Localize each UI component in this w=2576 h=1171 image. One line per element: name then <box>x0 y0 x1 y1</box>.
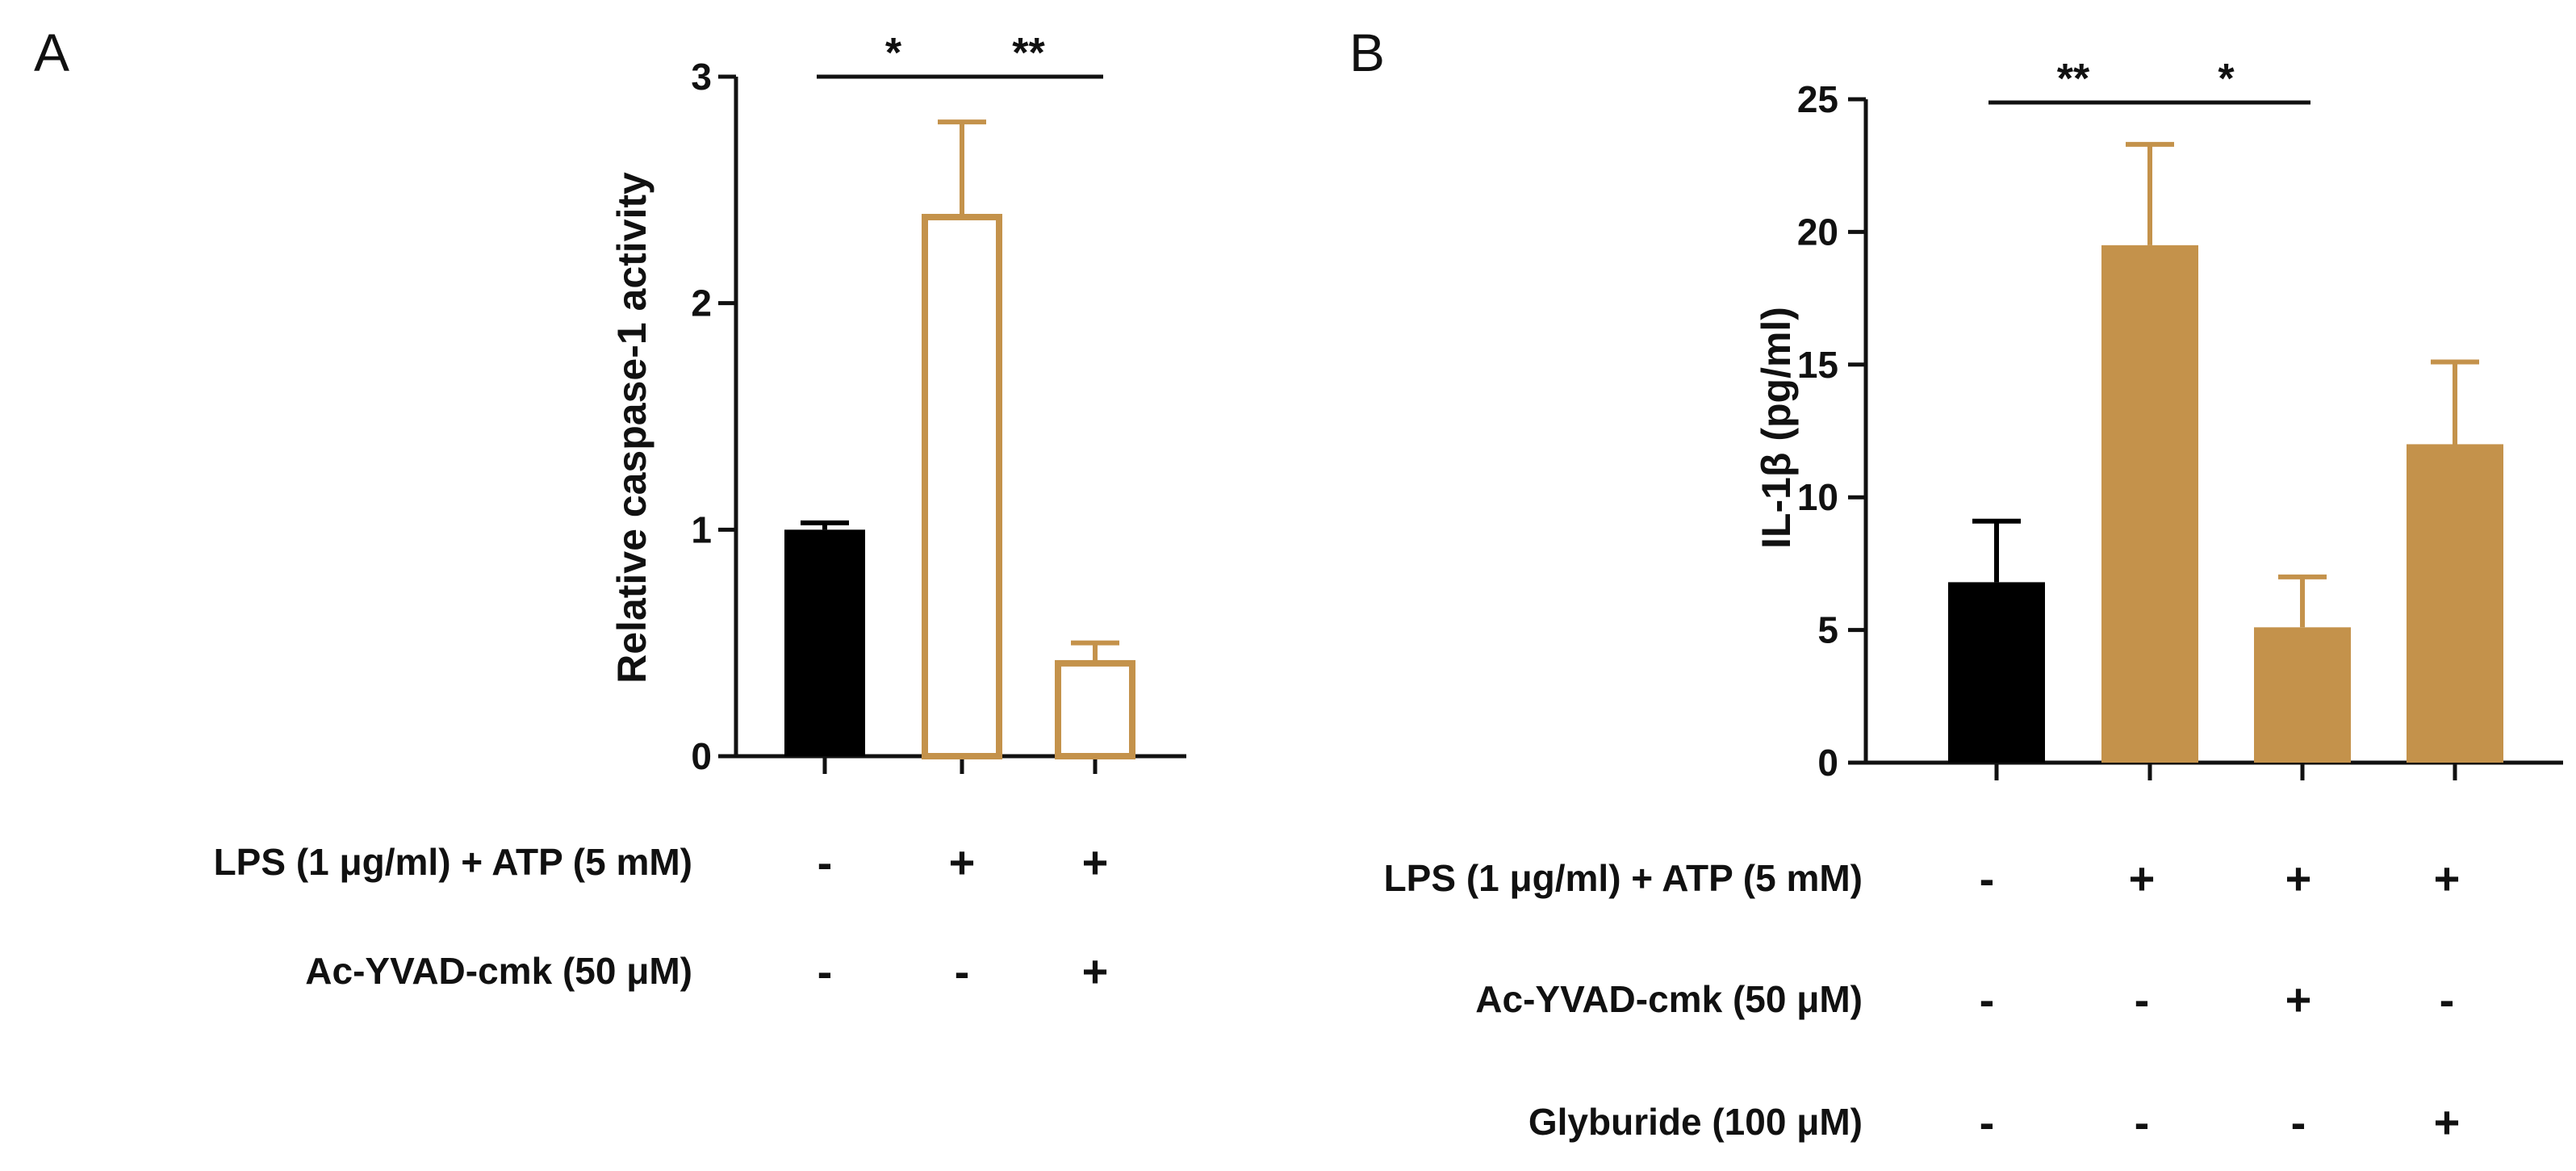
panel-b-treatment-sign: - <box>2135 1097 2150 1148</box>
panel-b-y-tick-label: 25 <box>1797 78 1838 120</box>
panel-b-treatment-sign: + <box>2285 974 2312 1025</box>
panel-b-treatment-sign: - <box>2440 974 2455 1025</box>
panel-b-treatment-sign: + <box>2434 1097 2461 1148</box>
panel-b-treatment-sign: + <box>2285 853 2312 904</box>
panel-a-treatment-sign: - <box>818 946 833 997</box>
panel-b-treatment-sign: - <box>2135 974 2150 1025</box>
panel-b-bar <box>2254 627 2351 763</box>
panel-a-treatment-sign: + <box>1082 837 1109 888</box>
panel-b-treatment-sign: - <box>1980 853 1995 904</box>
panel-b-treatment-label: LPS (1 μg/ml) + ATP (5 mM) <box>1384 857 1863 899</box>
panel-b-y-tick-label: 0 <box>1817 742 1838 784</box>
panel-b-treatment-sign: - <box>1980 1097 1995 1148</box>
panel-a-treatment-label: LPS (1 μg/ml) + ATP (5 mM) <box>214 841 692 883</box>
panel-a-treatment-sign: + <box>1082 946 1109 997</box>
panel-b-y-tick-label: 15 <box>1797 344 1838 386</box>
panel-b-significance-label: ** <box>2057 56 2090 102</box>
panel-a-y-axis-title: Relative caspase-1 activity <box>609 172 654 684</box>
panel-a-y-tick-label: 1 <box>691 508 712 550</box>
panel-a-bar <box>784 529 865 756</box>
panel-b-treatment-label: Glyburide (100 μM) <box>1528 1101 1863 1143</box>
panel-a-significance-label: ** <box>1012 30 1045 77</box>
panel-b-treatment-sign: + <box>2434 853 2461 904</box>
panel-a-bar <box>922 214 1002 760</box>
panel-a-y-tick-label: 3 <box>691 56 712 98</box>
panel-b-treatment-sign: - <box>2291 1097 2306 1148</box>
panel-a-treatment-sign: + <box>949 837 976 888</box>
panel-b-treatment-sign: - <box>1980 974 1995 1025</box>
panel-a-y-tick-label: 2 <box>691 282 712 324</box>
panel-a-bar <box>1055 659 1135 760</box>
panel-a-significance-label: * <box>885 30 902 77</box>
panel-a-treatment-sign: - <box>955 946 970 997</box>
panel-b-y-axis-title: IL-1β (pg/ml) <box>1754 307 1799 549</box>
panel-b-bar <box>2101 245 2198 763</box>
panel-b-treatment-label: Ac-YVAD-cmk (50 μM) <box>1475 978 1863 1020</box>
panel-b-y-tick-label: 5 <box>1817 609 1838 651</box>
panel-b-bar <box>2407 444 2503 763</box>
panel-a-treatment-label: Ac-YVAD-cmk (50 μM) <box>305 950 692 992</box>
panel-a-letter: A <box>34 23 69 82</box>
panel-b-significance-label: * <box>2218 56 2235 102</box>
panel-b-treatment-sign: + <box>2129 853 2156 904</box>
panel-a-treatment-sign: - <box>818 837 833 888</box>
panel-b-bar <box>1948 582 2045 763</box>
panel-b-y-tick-label: 20 <box>1797 211 1838 253</box>
panel-b-letter: B <box>1349 23 1385 82</box>
panel-a-y-tick-label: 0 <box>691 735 712 777</box>
panel-b-y-tick-label: 10 <box>1797 476 1838 518</box>
